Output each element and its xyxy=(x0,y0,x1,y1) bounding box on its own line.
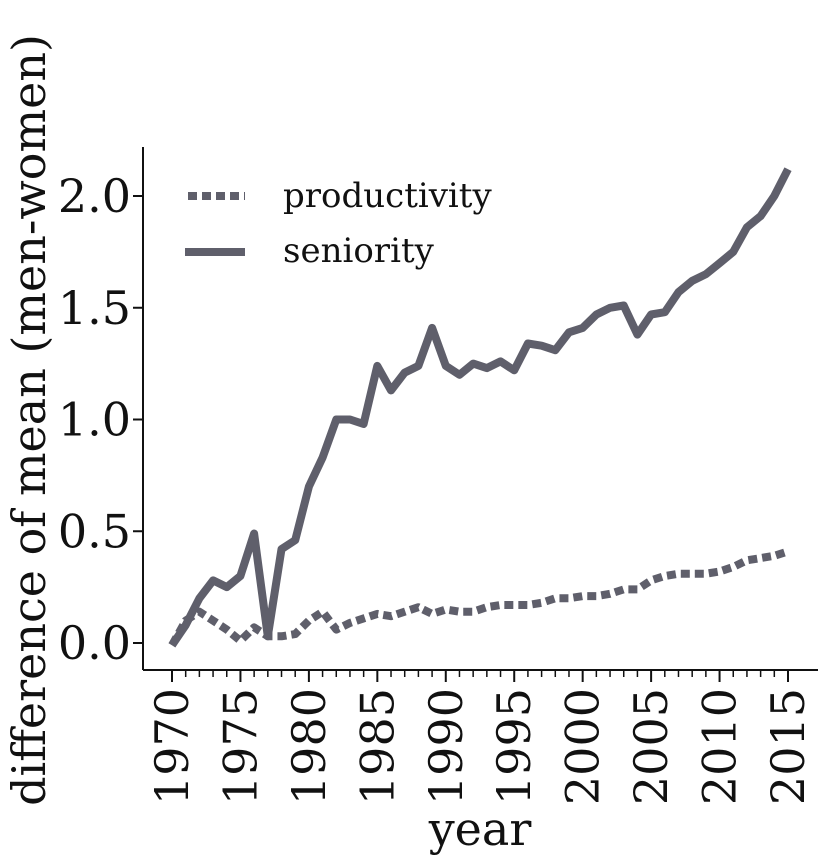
y-tick-label: 1.0 xyxy=(58,393,131,447)
y-tick-label: 0.0 xyxy=(58,616,131,670)
series-layer xyxy=(168,167,792,648)
x-tick-label: 2015 xyxy=(761,688,815,805)
legend-label-productivity: productivity xyxy=(283,176,492,216)
x-tick-label: 1975 xyxy=(213,688,267,805)
y-axis-label: difference of mean (men-women) xyxy=(2,34,56,806)
x-axis-label: year xyxy=(428,802,532,856)
x-tick-label: 1990 xyxy=(419,688,473,805)
x-tick-label: 1970 xyxy=(145,688,199,805)
x-tick-label: 2010 xyxy=(693,688,747,805)
y-tick-label: 2.0 xyxy=(58,169,131,223)
series-line-seniority xyxy=(168,167,792,648)
y-tick-label: 0.5 xyxy=(58,504,131,558)
series-line-productivity xyxy=(168,547,790,648)
x-tick-label: 2005 xyxy=(624,688,678,805)
x-tick-label: 2000 xyxy=(556,688,610,805)
x-tick-label: 1980 xyxy=(282,688,336,805)
x-tick-label: 1995 xyxy=(487,688,541,805)
y-tick-label: 1.5 xyxy=(58,281,131,335)
legend-label-seniority: seniority xyxy=(283,231,435,271)
x-tick-label: 1985 xyxy=(350,688,404,805)
x-axis-ticks: 1970 1975 1980 1985 1990 1995 2000 2005 2010 2015 xyxy=(145,670,815,805)
y-axis-ticks: 0.0 0.5 1.0 1.5 2.0 xyxy=(58,169,143,670)
legend: productivity seniority xyxy=(185,176,492,271)
